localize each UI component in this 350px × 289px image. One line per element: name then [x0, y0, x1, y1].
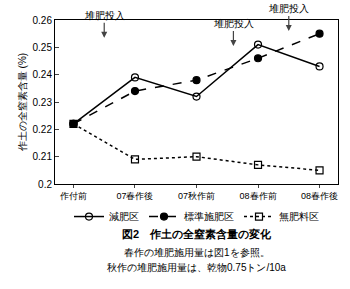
svg-text:08春作前: 08春作前: [240, 191, 277, 201]
svg-text:0.26: 0.26: [33, 15, 53, 26]
svg-text:0.25: 0.25: [33, 42, 53, 53]
svg-text:堆肥投入: 堆肥投入: [213, 18, 254, 29]
svg-text:0.21: 0.21: [33, 151, 53, 162]
svg-text:0.2: 0.2: [38, 179, 52, 190]
svg-text:作土の全窒素含量 (%): 作土の全窒素含量 (%): [17, 53, 28, 152]
svg-text:春作の堆肥施用量は図1を参照。: 春作の堆肥施用量は図1を参照。: [124, 247, 270, 258]
svg-text:作付前: 作付前: [59, 191, 87, 201]
svg-text:08春作後: 08春作後: [301, 191, 338, 201]
svg-text:07春作後: 07春作後: [116, 191, 153, 201]
svg-text:堆肥投入: 堆肥投入: [84, 10, 125, 21]
svg-text:図2 作土の全窒素含量の変化: 図2 作土の全窒素含量の変化: [122, 228, 272, 240]
svg-text:無肥料区: 無肥料区: [279, 211, 319, 222]
svg-text:0.23: 0.23: [33, 97, 53, 108]
svg-text:0.24: 0.24: [33, 69, 53, 80]
svg-text:減肥区: 減肥区: [109, 211, 139, 222]
svg-text:標準施肥区: 標準施肥区: [184, 211, 234, 222]
svg-text:秋作の堆肥施用量は、乾物0.75トン/10a: 秋作の堆肥施用量は、乾物0.75トン/10a: [107, 262, 286, 273]
svg-text:堆肥投入: 堆肥投入: [268, 3, 309, 14]
svg-text:07秋作前: 07秋作前: [178, 191, 215, 201]
svg-text:0.22: 0.22: [33, 124, 53, 135]
